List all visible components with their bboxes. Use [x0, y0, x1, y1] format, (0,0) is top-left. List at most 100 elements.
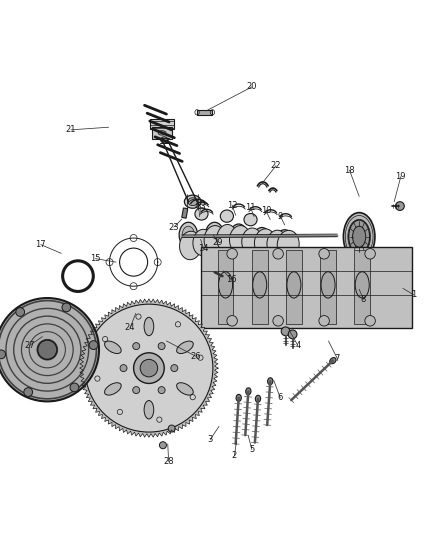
Ellipse shape: [179, 222, 198, 248]
Text: 14: 14: [198, 245, 209, 254]
Ellipse shape: [193, 229, 213, 255]
Ellipse shape: [355, 272, 369, 298]
Circle shape: [133, 343, 140, 350]
Text: 26: 26: [191, 352, 201, 361]
Circle shape: [365, 316, 375, 326]
Circle shape: [0, 350, 6, 359]
Bar: [201, 247, 412, 328]
Text: 1: 1: [411, 290, 417, 300]
Text: 28: 28: [163, 457, 174, 466]
Text: 20: 20: [247, 83, 257, 92]
Ellipse shape: [177, 341, 193, 353]
Circle shape: [62, 303, 71, 312]
Text: 19: 19: [396, 172, 406, 181]
Text: 13: 13: [195, 201, 206, 211]
Text: 27: 27: [25, 341, 35, 350]
Circle shape: [171, 365, 178, 372]
Ellipse shape: [188, 198, 198, 206]
Circle shape: [319, 248, 329, 259]
Text: 9: 9: [278, 212, 283, 221]
Bar: [182, 208, 188, 218]
Ellipse shape: [184, 195, 201, 208]
Bar: [197, 110, 212, 115]
Bar: [286, 251, 302, 324]
Bar: [152, 127, 172, 140]
Text: 17: 17: [35, 240, 46, 249]
Bar: [320, 251, 336, 324]
Ellipse shape: [219, 272, 233, 298]
Ellipse shape: [321, 272, 335, 298]
Text: 10: 10: [261, 206, 271, 215]
Polygon shape: [80, 299, 218, 437]
Text: 4: 4: [295, 341, 300, 350]
Ellipse shape: [242, 228, 262, 254]
Circle shape: [158, 386, 165, 394]
Ellipse shape: [205, 222, 224, 248]
Circle shape: [134, 353, 164, 383]
Ellipse shape: [254, 229, 276, 256]
Ellipse shape: [105, 341, 121, 353]
Ellipse shape: [246, 388, 251, 395]
Text: 21: 21: [66, 125, 76, 134]
Text: 12: 12: [227, 201, 237, 209]
Bar: [354, 251, 370, 324]
Text: 3: 3: [208, 435, 213, 444]
Text: 29: 29: [212, 238, 223, 247]
Ellipse shape: [255, 395, 261, 402]
Circle shape: [85, 304, 213, 432]
Circle shape: [16, 308, 25, 317]
Ellipse shape: [144, 317, 154, 336]
Ellipse shape: [158, 131, 166, 135]
Text: 5: 5: [249, 445, 254, 454]
Circle shape: [288, 330, 297, 339]
Circle shape: [158, 343, 165, 350]
Ellipse shape: [349, 220, 370, 253]
Ellipse shape: [217, 224, 237, 252]
Ellipse shape: [230, 224, 248, 249]
Ellipse shape: [276, 230, 294, 255]
Circle shape: [227, 316, 237, 326]
Ellipse shape: [253, 228, 271, 253]
Ellipse shape: [204, 225, 225, 253]
Ellipse shape: [208, 226, 221, 244]
Circle shape: [120, 365, 127, 372]
Text: 7: 7: [335, 354, 340, 363]
Ellipse shape: [253, 272, 267, 298]
Circle shape: [281, 327, 290, 336]
Text: 2: 2: [232, 451, 237, 460]
Text: 15: 15: [90, 254, 101, 263]
Ellipse shape: [330, 358, 336, 364]
Circle shape: [319, 316, 329, 326]
Text: 8: 8: [361, 295, 366, 304]
Circle shape: [0, 298, 99, 401]
Text: 23: 23: [169, 223, 179, 231]
Circle shape: [365, 248, 375, 259]
Ellipse shape: [268, 378, 273, 385]
Bar: [218, 251, 233, 324]
Circle shape: [159, 442, 166, 449]
Circle shape: [140, 359, 158, 377]
Text: 11: 11: [245, 203, 256, 212]
Circle shape: [89, 341, 98, 350]
Text: 6: 6: [278, 393, 283, 402]
Circle shape: [396, 201, 404, 211]
Ellipse shape: [195, 208, 208, 220]
Ellipse shape: [105, 383, 121, 395]
Ellipse shape: [267, 230, 287, 256]
Text: 22: 22: [271, 161, 281, 170]
Ellipse shape: [236, 394, 241, 401]
Ellipse shape: [177, 383, 193, 395]
Ellipse shape: [287, 272, 301, 298]
Circle shape: [70, 383, 79, 392]
Ellipse shape: [277, 230, 299, 259]
Circle shape: [273, 248, 283, 259]
Ellipse shape: [256, 231, 268, 249]
Circle shape: [273, 316, 283, 326]
Ellipse shape: [144, 400, 154, 419]
Circle shape: [227, 248, 237, 259]
Ellipse shape: [230, 225, 251, 253]
Ellipse shape: [233, 228, 245, 246]
Text: 18: 18: [344, 166, 355, 175]
Ellipse shape: [220, 210, 233, 222]
Circle shape: [133, 386, 140, 394]
